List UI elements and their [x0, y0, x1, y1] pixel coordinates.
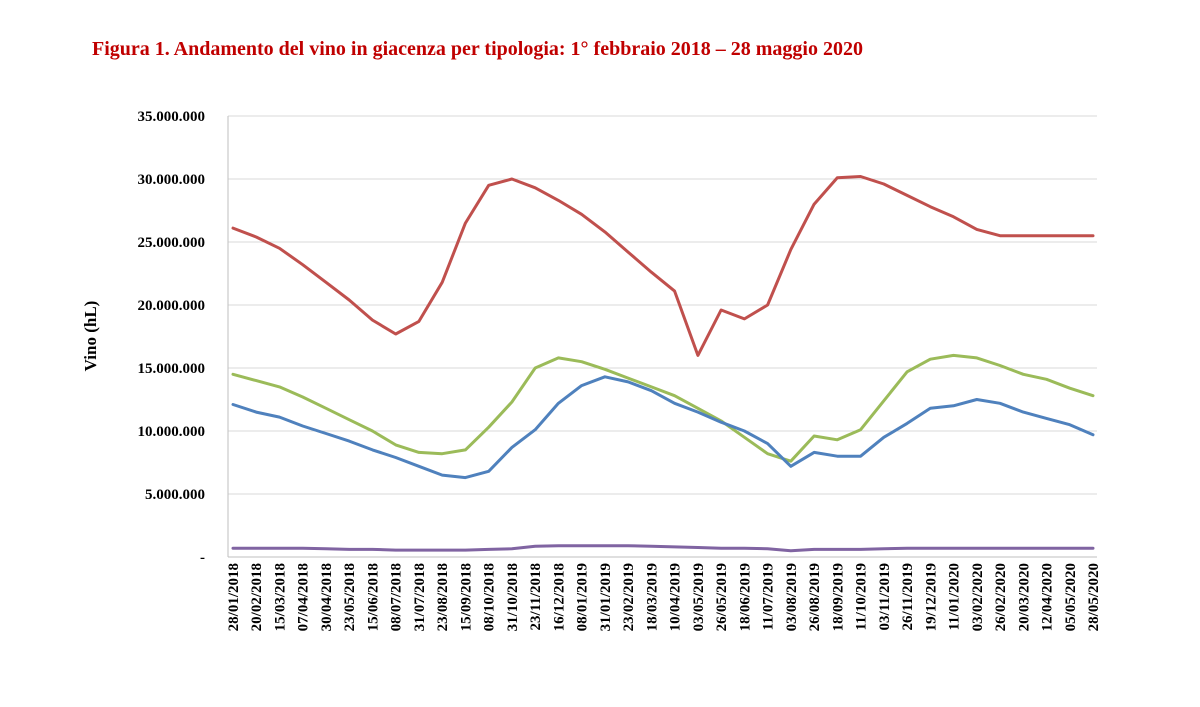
gridlines [228, 115, 1097, 495]
series-line-4 [231, 544, 1095, 553]
x-tick-label: 26/05/2019 [714, 563, 730, 631]
x-tick-label: 23/05/2018 [342, 563, 358, 631]
x-tick-label: 08/07/2018 [389, 563, 405, 631]
x-tick-label: 07/04/2018 [296, 563, 312, 631]
x-tick-label: 23/02/2019 [621, 563, 637, 631]
x-tick-label: 15/09/2018 [458, 563, 474, 631]
x-tick-label: 31/10/2018 [505, 563, 521, 631]
x-tick-label: 28/01/2018 [226, 563, 242, 631]
x-tick-label: 18/09/2019 [830, 563, 846, 631]
x-tick-label: 18/06/2019 [737, 563, 753, 631]
x-tick-label: 20/03/2020 [1016, 563, 1032, 631]
x-tick-label: 30/04/2018 [319, 563, 335, 631]
y-tick-label: 30.000.000 [138, 172, 206, 188]
x-tick-label: 08/01/2019 [575, 563, 591, 631]
x-tick-label: 11/07/2019 [761, 563, 777, 631]
x-tick-label: 15/03/2018 [272, 563, 288, 631]
x-tick-label: 10/04/2019 [668, 563, 684, 631]
series-line-2 [231, 353, 1095, 463]
x-tick-label: 26/08/2019 [807, 563, 823, 631]
series-line-3 [231, 375, 1095, 480]
x-tick-label: 03/02/2020 [970, 563, 986, 631]
x-tick-label: 28/05/2020 [1086, 563, 1102, 631]
x-tick-label: 03/05/2019 [691, 563, 707, 631]
x-tick-label: 31/01/2019 [598, 563, 614, 631]
x-tick-label: 18/03/2019 [644, 563, 660, 631]
x-tick-label: 11/10/2019 [854, 563, 870, 631]
x-tick-label: 26/11/2019 [900, 563, 916, 631]
x-tick-label: 20/02/2018 [249, 563, 265, 631]
y-axis-label: Vino (hL) [81, 301, 100, 372]
axes [227, 116, 1097, 558]
x-tick-label: 31/07/2018 [412, 563, 428, 631]
x-tick-label: 08/10/2018 [482, 563, 498, 631]
x-tick-label: 19/12/2019 [923, 563, 939, 631]
y-tick-label: 25.000.000 [138, 235, 206, 251]
series-line-1 [231, 175, 1095, 357]
y-tick-label: 5.000.000 [145, 487, 205, 503]
x-tick-label: 23/11/2018 [528, 563, 544, 631]
y-tick-label: 15.000.000 [138, 361, 206, 377]
x-tick-label: 11/01/2020 [947, 563, 963, 631]
x-tick-label: 16/12/2018 [551, 563, 567, 631]
x-tick-label: 15/06/2018 [365, 563, 381, 631]
y-tick-label: 35.000.000 [138, 109, 206, 125]
x-tick-labels: 28/01/2018 20/02/2018 15/03/2018 07/04/2018… [226, 563, 1102, 631]
y-tick-label: 20.000.000 [138, 298, 206, 314]
x-tick-label: 23/08/2018 [435, 563, 451, 631]
chart-title: Figura 1. Andamento del vino in giacenza… [92, 38, 863, 60]
x-tick-label: 03/08/2019 [784, 563, 800, 631]
y-tick-labels: - 5.000.000 10.000.000 15.000.000 20.000.000… [138, 109, 206, 566]
x-tick-label: 12/04/2020 [1040, 563, 1056, 631]
y-tick-label: - [200, 550, 205, 566]
x-tick-label: 03/11/2019 [877, 563, 893, 631]
x-tick-label: 05/05/2020 [1063, 563, 1079, 631]
series-lines [231, 175, 1095, 553]
x-tick-label: 26/02/2020 [993, 563, 1009, 631]
y-tick-label: 10.000.000 [138, 424, 206, 440]
